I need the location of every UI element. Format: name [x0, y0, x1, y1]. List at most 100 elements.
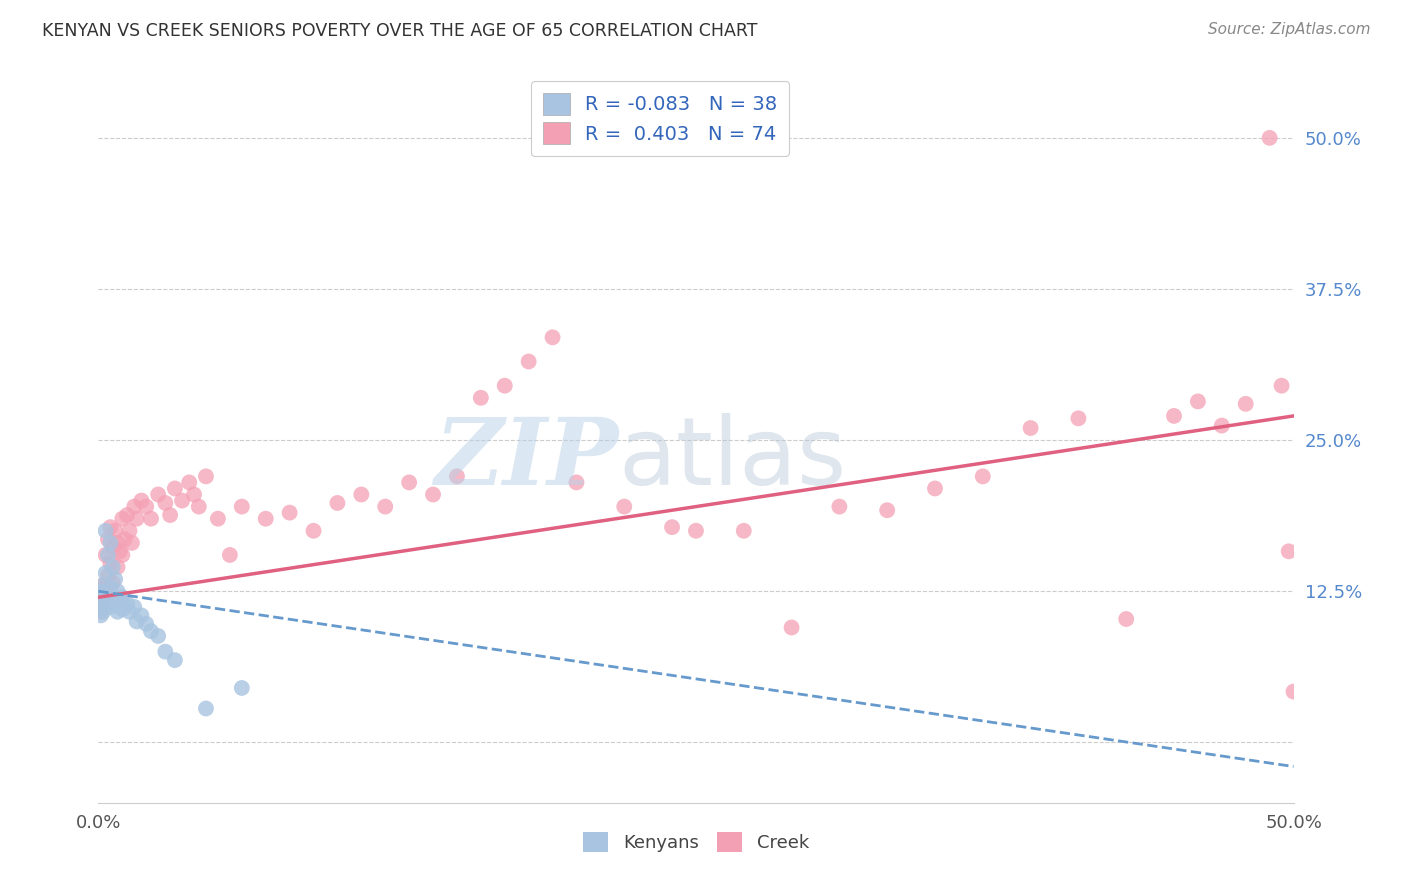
- Point: [159, 508, 181, 522]
- Point: [685, 524, 707, 538]
- Point: [565, 475, 588, 490]
- Point: [111, 602, 134, 616]
- Point: [163, 482, 186, 496]
- Point: [94, 524, 117, 538]
- Point: [924, 482, 946, 496]
- Point: [135, 616, 157, 631]
- Point: [107, 584, 129, 599]
- Point: [470, 391, 492, 405]
- Point: [1187, 394, 1209, 409]
- Point: [121, 536, 143, 550]
- Point: [101, 540, 124, 554]
- Point: [90, 591, 112, 605]
- Point: [195, 701, 218, 715]
- Point: [125, 615, 148, 629]
- Point: [278, 506, 301, 520]
- Point: [1115, 612, 1137, 626]
- Point: [172, 493, 194, 508]
- Text: Source: ZipAtlas.com: Source: ZipAtlas.com: [1208, 22, 1371, 37]
- Point: [1234, 397, 1257, 411]
- Point: [148, 487, 170, 501]
- Point: [90, 596, 112, 610]
- Point: [111, 511, 134, 525]
- Point: [231, 500, 253, 514]
- Point: [98, 536, 122, 550]
- Point: [972, 469, 994, 483]
- Point: [124, 500, 146, 514]
- Point: [350, 487, 373, 501]
- Point: [207, 511, 229, 525]
- Point: [91, 578, 114, 592]
- Point: [98, 599, 122, 614]
- Point: [661, 520, 683, 534]
- Point: [94, 592, 117, 607]
- Point: [780, 620, 803, 634]
- Point: [187, 500, 209, 514]
- Point: [139, 624, 162, 639]
- Point: [114, 533, 136, 547]
- Point: [115, 508, 138, 522]
- Point: [118, 605, 141, 619]
- Point: [148, 629, 170, 643]
- Point: [108, 544, 131, 558]
- Point: [90, 584, 112, 599]
- Point: [219, 548, 242, 562]
- Point: [541, 330, 564, 344]
- Point: [104, 524, 127, 538]
- Point: [139, 511, 162, 525]
- Point: [107, 536, 129, 550]
- Point: [98, 581, 122, 595]
- Point: [111, 591, 134, 605]
- Point: [183, 487, 205, 501]
- Point: [733, 524, 755, 538]
- Point: [1258, 131, 1281, 145]
- Point: [111, 548, 134, 562]
- Point: [326, 496, 349, 510]
- Point: [90, 602, 112, 616]
- Point: [118, 524, 141, 538]
- Point: [107, 605, 129, 619]
- Point: [302, 524, 325, 538]
- Point: [124, 599, 146, 614]
- Point: [97, 533, 120, 547]
- Text: atlas: atlas: [619, 413, 846, 505]
- Point: [131, 608, 153, 623]
- Point: [97, 548, 120, 562]
- Point: [446, 469, 468, 483]
- Point: [90, 608, 112, 623]
- Point: [90, 591, 112, 605]
- Text: ZIP: ZIP: [434, 414, 619, 504]
- Point: [108, 592, 131, 607]
- Point: [876, 503, 898, 517]
- Point: [90, 605, 112, 619]
- Point: [1067, 411, 1090, 425]
- Point: [828, 500, 851, 514]
- Legend: Kenyans, Creek: Kenyans, Creek: [576, 824, 815, 860]
- Point: [1163, 409, 1185, 423]
- Point: [94, 548, 117, 562]
- Point: [125, 511, 148, 525]
- Point: [163, 653, 186, 667]
- Point: [97, 568, 120, 582]
- Point: [115, 596, 138, 610]
- Point: [104, 572, 127, 586]
- Point: [1271, 378, 1294, 392]
- Point: [1278, 544, 1301, 558]
- Point: [155, 645, 177, 659]
- Point: [1019, 421, 1042, 435]
- Point: [101, 560, 124, 574]
- Point: [1211, 418, 1233, 433]
- Point: [494, 378, 516, 392]
- Point: [254, 511, 277, 525]
- Point: [135, 500, 157, 514]
- Point: [101, 575, 124, 590]
- Point: [398, 475, 420, 490]
- Point: [90, 596, 112, 610]
- Point: [94, 566, 117, 580]
- Point: [1282, 684, 1305, 698]
- Point: [94, 581, 117, 595]
- Point: [374, 500, 396, 514]
- Point: [91, 578, 114, 592]
- Point: [98, 557, 122, 571]
- Point: [98, 520, 122, 534]
